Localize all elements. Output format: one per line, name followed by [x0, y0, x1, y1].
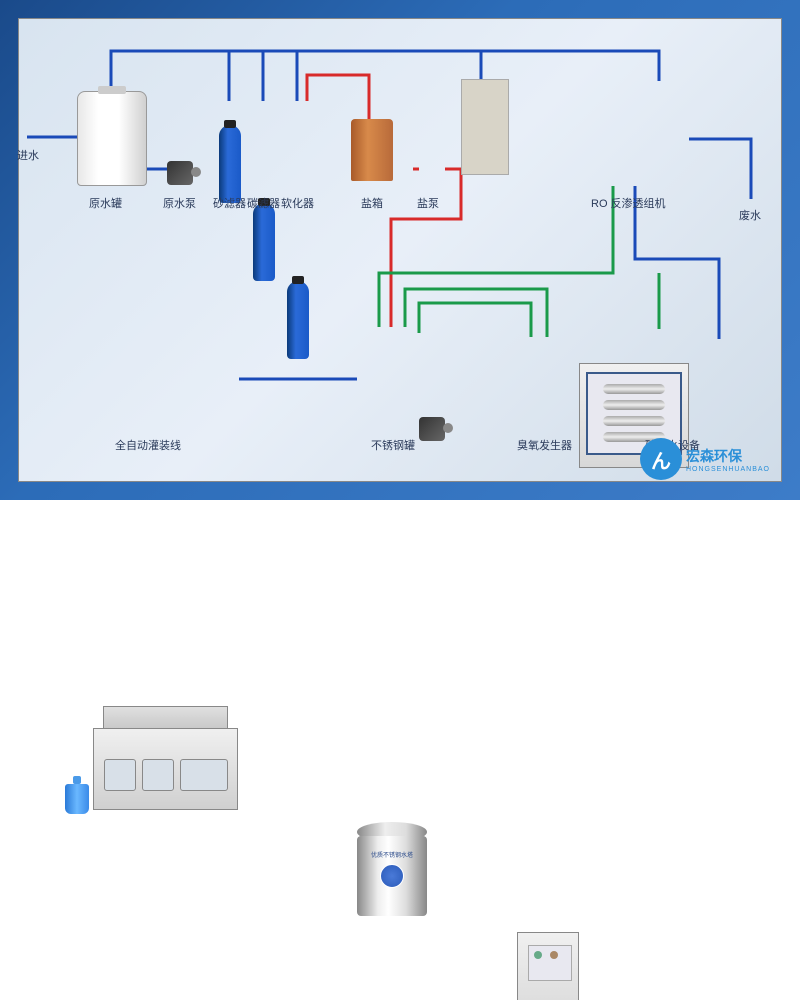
raw-water-pump [167, 161, 193, 185]
ss-tank-label: 不锈钢罐 [371, 437, 415, 453]
carbon-filter-label: 碳滤器 [247, 195, 280, 211]
ozone-label: 臭氧发生器 [517, 437, 572, 453]
sand-filter [219, 125, 241, 203]
sand-filter-label: 砂滤器 [213, 195, 246, 211]
dosing-panel [461, 79, 509, 175]
salt-tank-label: 盐箱 [361, 195, 383, 211]
salt-pump [419, 417, 445, 441]
salt-pump-label: 盐泵 [417, 195, 439, 211]
crown-emblem-icon [380, 864, 404, 888]
raw-pump-label: 原水泵 [163, 195, 196, 211]
carbon-filter [253, 203, 275, 281]
filling-line [65, 706, 240, 814]
softener-label: 软化器 [281, 195, 314, 211]
logo-icon: ん [640, 438, 682, 480]
filling-line-label: 全自动灌装线 [115, 437, 181, 453]
diagram-canvas: 进水 原水罐 原水泵 砂滤器 碳滤器 软化器 盐箱 盐泵 [0, 0, 800, 500]
stainless-steel-tank: 优质不锈钢水塔 [357, 822, 427, 922]
salt-tank [351, 119, 393, 181]
raw-tank-label: 原水罐 [89, 195, 122, 211]
ss-tank-band-label: 优质不锈钢水塔 [357, 850, 427, 859]
logo-text: 宏森环保 [686, 446, 770, 466]
waste-label: 废水 [739, 207, 761, 223]
logo-subtext: HONGSENHUANBAO [686, 466, 770, 473]
ro-unit-label: RO 反渗透组机 [591, 195, 666, 211]
brand-logo: ん 宏森环保 HONGSENHUANBAO [640, 438, 770, 480]
diagram-panel: 进水 原水罐 原水泵 砂滤器 碳滤器 软化器 盐箱 盐泵 [18, 18, 782, 482]
raw-water-tank [77, 91, 147, 186]
softener [287, 281, 309, 359]
inlet-label: 进水 [17, 147, 39, 163]
ozone-generator [517, 932, 579, 1000]
